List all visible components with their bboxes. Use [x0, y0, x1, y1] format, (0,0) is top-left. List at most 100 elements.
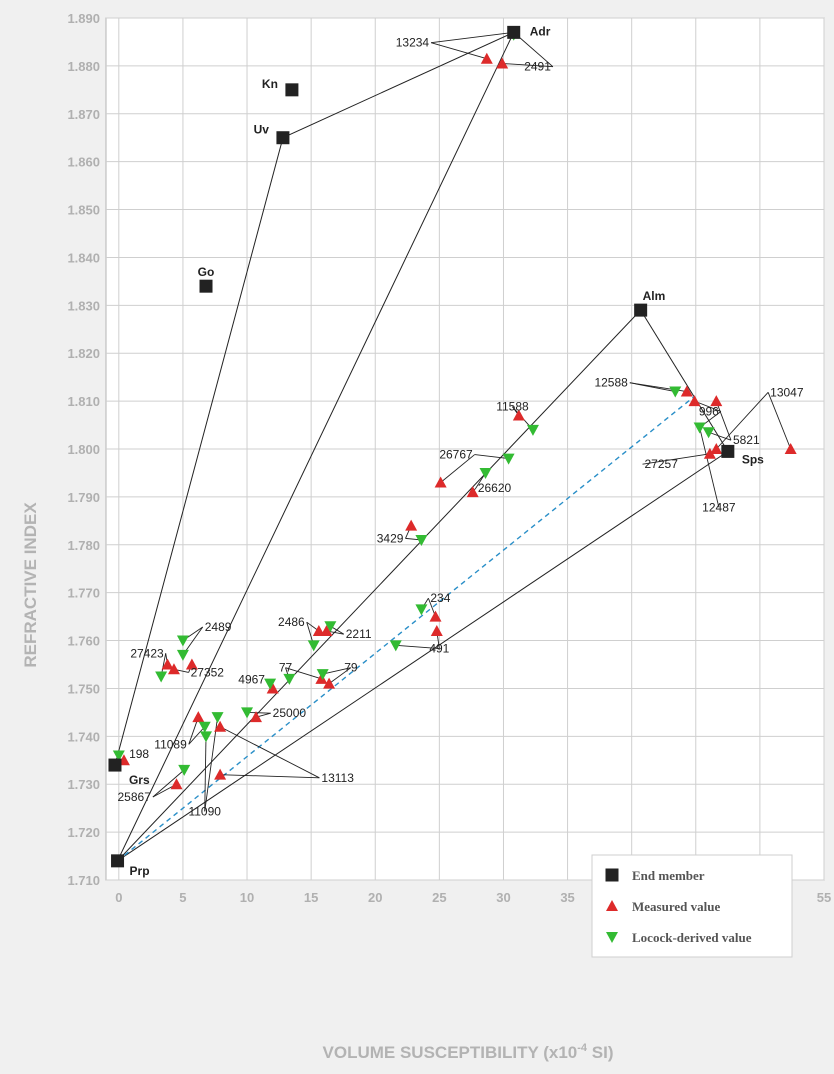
- y-tick-label: 1.840: [67, 250, 100, 265]
- sample-label: 13047: [770, 385, 804, 399]
- y-tick-label: 1.720: [67, 825, 100, 840]
- end-member-marker: [507, 25, 521, 39]
- measured-value-marker: [784, 443, 797, 454]
- x-tick-label: 25: [432, 890, 446, 905]
- sample-label: 27257: [645, 457, 679, 471]
- x-axis-title: VOLUME SUSCEPTIBILITY (x10-4 SI): [323, 1042, 614, 1062]
- measured-value-marker: [315, 672, 328, 684]
- locock-value-marker: [702, 427, 715, 439]
- locock-value-marker: [211, 712, 224, 724]
- sample-label: 25867: [118, 790, 152, 804]
- locock-value-marker: [324, 621, 337, 633]
- end-member-marker: [199, 279, 213, 293]
- legend-label: Measured value: [632, 899, 720, 914]
- y-tick-label: 1.710: [67, 873, 100, 888]
- sample-label: 11588: [496, 400, 529, 414]
- end-member-label: Go: [198, 265, 215, 279]
- y-tick-label: 1.790: [67, 490, 100, 505]
- leader-line: [285, 667, 322, 680]
- measured-value-marker: [688, 395, 701, 407]
- end-member-marker: [108, 758, 122, 772]
- leader-line: [699, 427, 720, 508]
- end-member-marker: [721, 444, 735, 458]
- y-tick-label: 1.800: [67, 442, 100, 457]
- y-tick-label: 1.820: [67, 346, 100, 361]
- leader-line: [430, 42, 487, 60]
- leader-line: [767, 392, 792, 450]
- measured-value-marker: [405, 519, 418, 531]
- tie-lines: [114, 31, 729, 862]
- measured-value-marker: [466, 486, 479, 498]
- end-member-label: Grs: [129, 773, 150, 787]
- x-tick-label: 35: [560, 890, 574, 905]
- y-tick-label: 1.880: [67, 59, 100, 74]
- x-axis-title-exponent: -4: [577, 1042, 588, 1054]
- locock-value-marker: [176, 635, 189, 647]
- sample-label: 3429: [377, 531, 404, 545]
- leader-line: [152, 769, 185, 798]
- sample-label: 996: [699, 404, 719, 418]
- tie-line: [117, 450, 729, 862]
- sample-label: 491: [429, 642, 449, 656]
- leader-line: [328, 667, 352, 685]
- sample-label: 12487: [702, 500, 736, 514]
- sample-label: 5821: [733, 433, 760, 447]
- measured-value-marker: [680, 385, 693, 397]
- measured-value-marker: [429, 610, 442, 622]
- y-axis-title: REFRACTIVE INDEX: [21, 502, 40, 668]
- leader-line: [440, 454, 475, 483]
- y-tick-label: 1.890: [67, 11, 100, 26]
- leader-line: [188, 726, 206, 745]
- measured-value-marker: [170, 778, 183, 790]
- end-member-marker: [276, 131, 290, 145]
- dashed-trend-line: [117, 395, 695, 862]
- sample-label: 79: [344, 661, 358, 675]
- x-tick-label: 5: [179, 890, 186, 905]
- locock-value-marker: [307, 640, 320, 652]
- legend-end-member-marker: [605, 868, 619, 882]
- measured-value-marker: [703, 447, 716, 459]
- measured-value-marker: [312, 624, 325, 636]
- point-labels: Adr Kn Uv Go Alm Sps Grs Prp 13234 2491 12588 996 58…: [118, 24, 804, 877]
- leader-line: [247, 711, 271, 714]
- y-tick-label: 1.760: [67, 634, 100, 649]
- measured-value-marker: [496, 57, 509, 69]
- sample-label: 2486: [278, 615, 305, 629]
- locock-value-marker: [112, 750, 125, 762]
- grid: [106, 17, 825, 881]
- locock-value-marker: [264, 678, 277, 690]
- sample-label: 2211: [346, 627, 372, 641]
- end-member-marker: [634, 303, 648, 317]
- measured-value-marker: [161, 658, 174, 670]
- sample-label: 27423: [130, 646, 164, 660]
- sample-label: 11089: [154, 737, 187, 751]
- end-member-label: Alm: [643, 289, 666, 303]
- tie-line: [117, 309, 642, 862]
- data-markers: [108, 25, 797, 868]
- measured-value-marker: [480, 52, 493, 64]
- legend-measured-marker: [606, 900, 618, 911]
- measured-value-marker: [214, 720, 227, 732]
- sample-label: 198: [129, 747, 149, 761]
- leader-line: [642, 453, 710, 465]
- x-tick-label: 0: [115, 890, 122, 905]
- sample-label: 11090: [188, 804, 221, 818]
- tie-line: [114, 137, 284, 766]
- locock-value-marker: [178, 764, 191, 776]
- leader-line: [219, 726, 320, 779]
- leader-line: [708, 431, 732, 441]
- sample-label: 12588: [594, 376, 628, 390]
- leader-line: [395, 644, 440, 649]
- locock-value-marker: [198, 721, 211, 733]
- y-tick-labels: 1.710 1.720 1.730 1.740 1.750 1.760 1.770 1.780…: [67, 11, 100, 888]
- sample-label: 26767: [439, 448, 473, 462]
- measured-value-marker: [192, 711, 205, 723]
- tie-line: [282, 31, 514, 139]
- sample-label: 13113: [321, 771, 354, 785]
- sample-label: 234: [430, 591, 450, 605]
- y-tick-label: 1.830: [67, 298, 100, 313]
- x-tick-label: 15: [304, 890, 318, 905]
- end-member-label: Prp: [130, 864, 150, 878]
- legend-locock-marker: [606, 932, 618, 943]
